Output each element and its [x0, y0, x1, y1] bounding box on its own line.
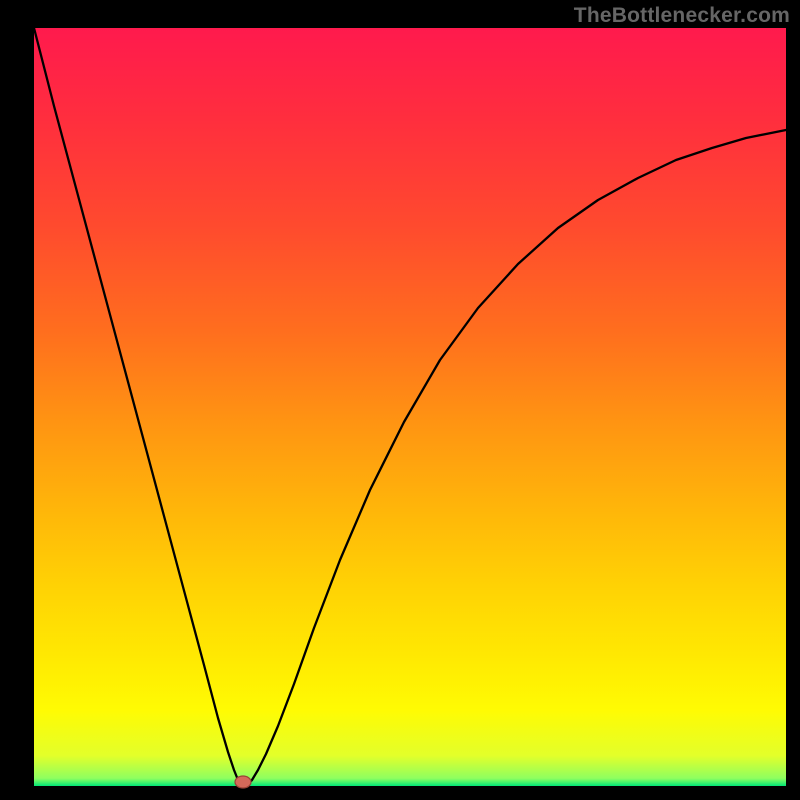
chart-frame: TheBottlenecker.com: [0, 0, 800, 800]
watermark-text: TheBottlenecker.com: [574, 4, 790, 28]
curve-layer: [0, 0, 800, 800]
bottleneck-curve: [34, 28, 786, 786]
optimal-marker: [235, 776, 251, 788]
